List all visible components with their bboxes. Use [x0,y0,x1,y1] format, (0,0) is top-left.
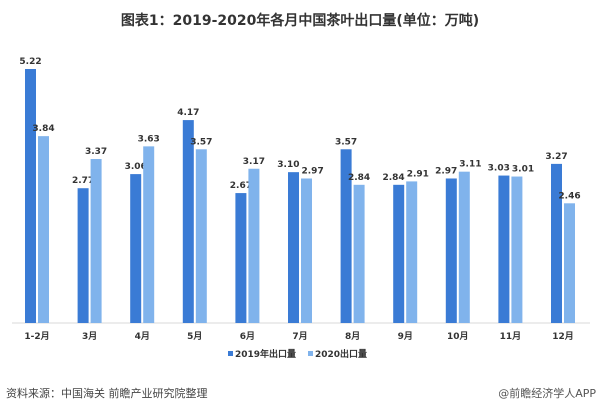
bar-2020 [38,136,49,323]
bar-2019 [130,174,142,323]
chart-title: 图表1：2019-2020年各月中国茶叶出口量(单位：万吨) [120,13,480,29]
bar-2020 [143,146,155,323]
data-label: 3.03 [488,164,510,174]
bar-2019 [445,178,457,323]
legend-swatch [228,351,233,356]
bar-2020 [90,159,102,323]
bar-2019 [77,188,89,323]
x-tick-label: 7月 [292,331,307,342]
bar-2020 [248,168,260,323]
bar-2019 [393,184,405,323]
x-tick-label: 10月 [447,331,469,342]
data-label: 3.06 [125,162,147,172]
credit-note: @前瞻经济学人APP [498,387,596,400]
legend-label: 2020出口量 [315,348,367,360]
x-tick-label: 5月 [187,331,202,342]
data-label: 3.27 [545,152,567,162]
bar-2019 [235,193,247,323]
data-label: 3.17 [243,157,265,167]
data-label: 2.97 [302,166,324,176]
data-label: 2.77 [72,176,94,186]
data-label: 2.84 [348,173,370,183]
data-label: 3.57 [190,137,212,147]
bar-2020 [458,171,470,323]
bar-2020 [564,203,575,323]
x-tick-label: 6月 [240,331,255,342]
legend-swatch [308,351,313,356]
x-tick-label: 1-2月 [24,331,49,342]
data-label: 2.91 [407,169,429,179]
bar-2020 [406,181,418,323]
x-tick-label: 3月 [82,331,97,342]
data-label: 3.37 [85,147,107,157]
bar-2019 [25,69,36,323]
bar-2020 [301,178,312,323]
data-label: 4.17 [177,108,199,118]
bar-2020 [511,176,523,323]
bar-2019 [340,149,352,323]
bar-2019 [551,163,562,323]
data-label: 2.97 [435,166,457,176]
bar-2019 [182,120,194,324]
data-label: 3.11 [459,160,481,170]
data-label: 3.10 [277,160,299,170]
data-label: 2.67 [230,181,252,191]
legend-label: 2019年出口量 [235,348,296,360]
x-tick-label: 12月 [552,331,574,342]
data-label: 3.57 [335,137,357,147]
x-tick-label: 9月 [398,331,413,342]
bar-2019 [498,175,510,323]
data-label: 3.84 [32,124,54,134]
x-tick-label: 11月 [500,331,522,342]
x-tick-label: 4月 [135,331,150,342]
bar-2020 [195,149,207,323]
data-label: 3.63 [138,134,160,144]
source-note: 资料来源：中国海关 前瞻产业研究院整理 [6,387,208,400]
bar-2019 [288,172,299,323]
data-label: 3.01 [512,165,534,175]
bar-2020 [353,184,365,323]
data-label: 2.46 [558,191,580,201]
data-label: 2.84 [382,173,404,183]
x-tick-label: 8月 [345,331,360,342]
data-label: 5.22 [19,57,41,67]
